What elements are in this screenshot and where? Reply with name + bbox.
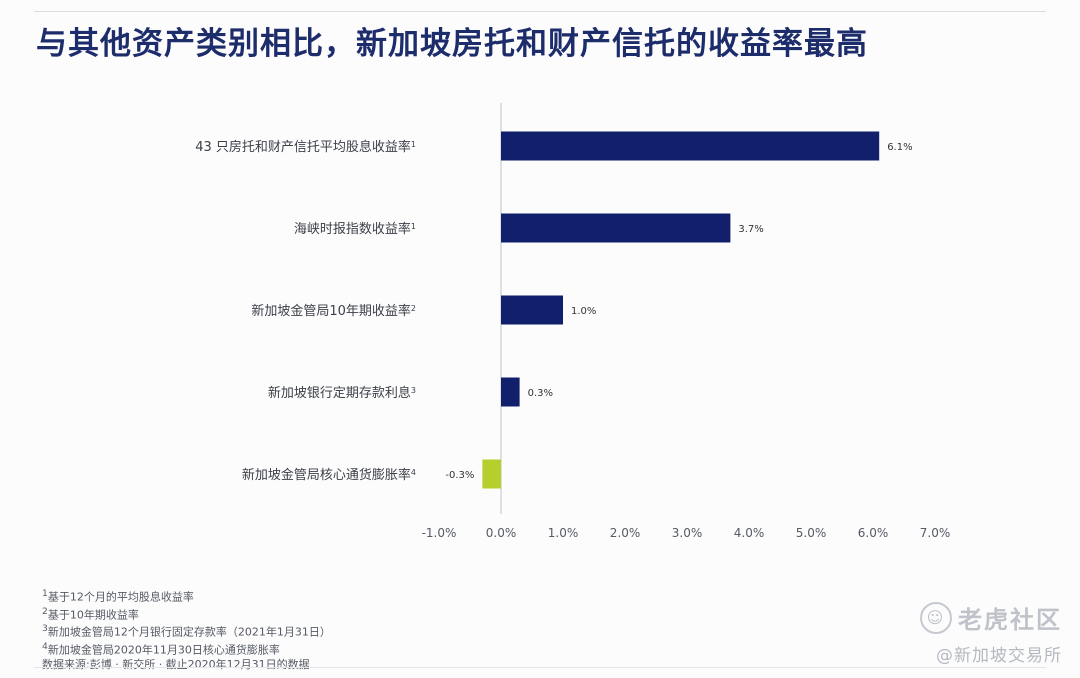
watermark-sub: @新加坡交易所 <box>936 646 1062 666</box>
watermark: ☺ 老虎社区 @新加坡交易所 <box>920 600 1062 666</box>
category-label-5: 新加坡金管局核心通货膨胀率4 <box>242 467 416 483</box>
x-tick-label-1: 0.0% <box>486 526 517 540</box>
value-label-1: 6.1% <box>887 142 912 153</box>
x-tick-label-2: 1.0% <box>548 526 579 540</box>
watermark-main: 老虎社区 <box>958 606 1062 634</box>
value-label-2: 3.7% <box>738 224 763 235</box>
value-label-5: -0.3% <box>445 470 474 481</box>
data-source: 数据来源:彭博 · 新交所 · 截止2020年12月31日的数据 <box>42 657 310 671</box>
footnote-3: 3新加坡金管局12个月银行固定存款率（2021年1月31日） <box>42 623 331 639</box>
footnote-1: 1基于12个月的平均股息收益率 <box>42 588 194 604</box>
x-tick-label-8: 7.0% <box>920 526 951 540</box>
category-label-1: 43 只房托和财产信托平均股息收益率1 <box>195 139 416 155</box>
x-tick-label-7: 6.0% <box>858 526 889 540</box>
footnotes: 1基于12个月的平均股息收益率 2基于10年期收益率 3新加坡金管局12个月银行… <box>42 587 331 672</box>
footnote-2: 2基于10年期收益率 <box>42 605 139 622</box>
value-label-4: 0.3% <box>528 388 553 399</box>
x-tick-label-0: -1.0% <box>422 526 457 540</box>
top-divider <box>34 11 1046 12</box>
category-label-4: 新加坡银行定期存款利息3 <box>268 385 416 401</box>
x-tick-label-4: 3.0% <box>672 526 703 540</box>
bar-chart: 6.1% 43 只房托和财产信托平均股息收益率1 3.7% 海峡时报指数收益率1 1.0… <box>195 103 951 540</box>
category-label-2: 海峡时报指数收益率1 <box>294 221 416 237</box>
bar-2 <box>501 213 731 243</box>
bar-1 <box>501 131 880 161</box>
category-label-3: 新加坡金管局10年期收益率2 <box>251 303 416 319</box>
x-tick-label-3: 2.0% <box>610 526 641 540</box>
footnote-4: 4新加坡金管局2020年11月30日核心通货膨胀率 <box>42 640 280 657</box>
x-tick-label-5: 4.0% <box>734 526 765 540</box>
value-label-3: 1.0% <box>571 306 596 317</box>
bar-5 <box>482 459 501 489</box>
bar-3 <box>501 295 563 325</box>
bottom-divider <box>34 667 1046 668</box>
tiger-logo-icon: ☺ <box>920 601 952 634</box>
bar-4 <box>501 377 520 407</box>
page-title: 与其他资产类别相比，新加坡房托和财产信托的收益率最高 <box>36 26 868 62</box>
x-tick-label-6: 5.0% <box>796 526 827 540</box>
